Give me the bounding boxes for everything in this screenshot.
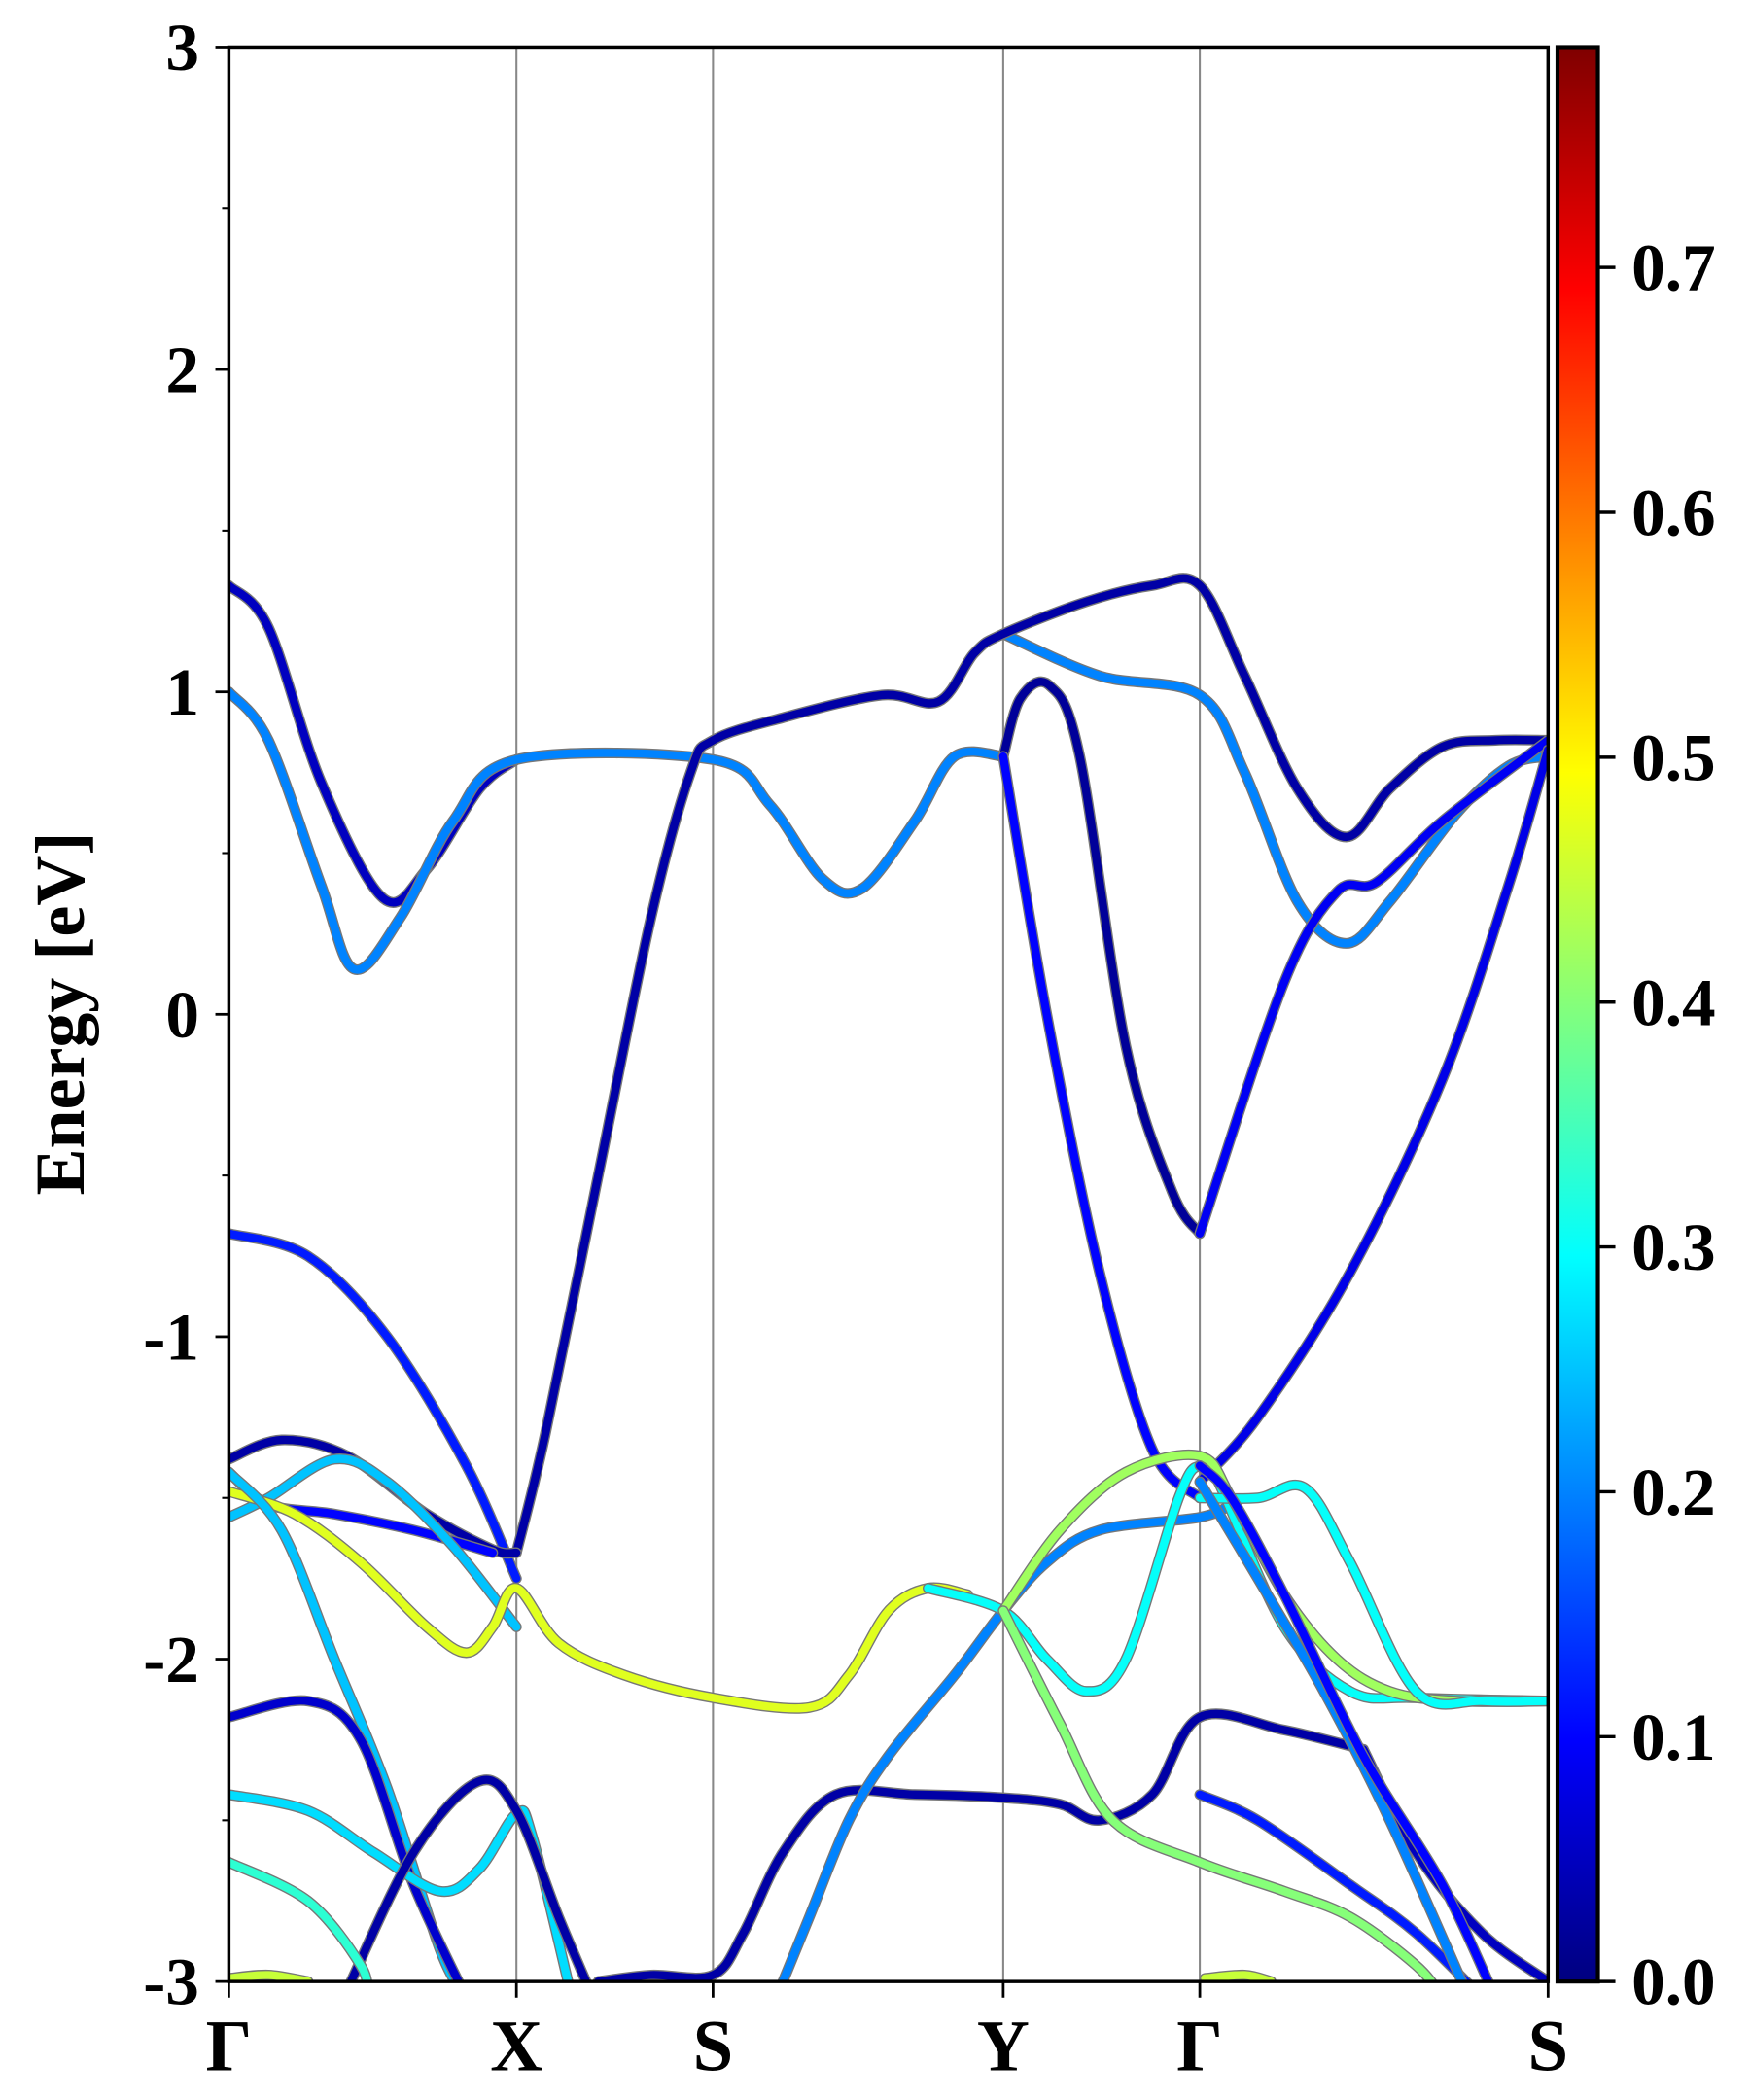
colorbar-ticks: 0.0 0.1 0.2 0.3 0.4 0.5 0.6 0.7 [1597,230,1716,2019]
band-line [594,1709,1368,1982]
y-tick-label: 1 [165,654,199,729]
colorbar-tick-label: 0.0 [1631,1944,1716,2019]
colorbar-tick-label: 0.7 [1631,230,1716,305]
y-tick-label: -1 [143,1299,199,1374]
band-line [1195,1478,1467,1982]
x-tick-label: Γ [1176,2007,1223,2087]
band-line [228,1858,371,1982]
x-tick-label: S [693,2007,734,2087]
band-line [228,1696,464,1982]
colorbar-tick-label: 0.6 [1631,475,1716,550]
x-tick-label: S [1528,2007,1569,2087]
band-line [1201,1971,1276,1982]
band-line [228,1487,972,1713]
high-symmetry-lines [515,47,1202,1982]
band-line [778,1500,1236,1982]
band-line [228,1971,312,1982]
colorbar-tick-label: 0.2 [1631,1454,1716,1529]
colorbar-tick-label: 0.5 [1631,719,1716,794]
bands [228,573,1549,1982]
band-line [1195,736,1549,1238]
x-tick-label: X [490,2007,542,2087]
band-line [346,1775,591,1982]
band-line [1195,1481,1549,1709]
band-outline [228,1228,522,1585]
y-tick-label: -2 [143,1622,199,1697]
y-axis-label: Energy [eV] [21,832,99,1196]
band-line [1195,746,1549,1487]
band-line [998,752,1205,1502]
x-tick-label: Y [977,2007,1030,2087]
band-outline [510,573,1549,1558]
y-tick-label: 3 [165,10,199,85]
band-line [998,678,1205,1238]
y-tick-label: -3 [143,1944,199,2019]
band-line [1195,1461,1493,1982]
band-line [1195,1790,1472,1982]
y-tick-label: 0 [165,977,199,1052]
colorbar-tick-label: 0.1 [1631,1699,1716,1774]
colorbar-tick-label: 0.4 [1631,964,1716,1039]
band-outline [1194,1789,1474,1982]
colorbar [1555,45,1600,1984]
band-outline [1194,1479,1549,1710]
band-line [228,1229,521,1583]
band-outline [344,1774,592,1982]
y-tick-label: 2 [165,332,199,407]
band-line [998,1606,1437,1982]
band-line [228,687,1008,974]
colorbar-tick-label: 0.3 [1631,1209,1716,1284]
band-line [512,574,1549,1558]
band-line [924,1458,1549,1705]
x-tick-label: Γ [206,2007,253,2087]
band-outline [1194,744,1549,1488]
y-axis-ticks: -3 -2 -1 0 1 2 3 [143,10,229,2019]
